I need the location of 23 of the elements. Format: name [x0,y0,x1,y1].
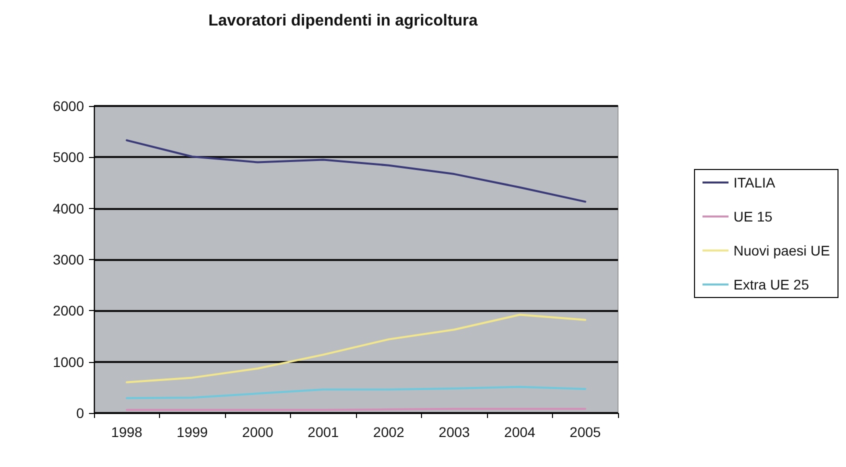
x-tick-label: 2004 [504,424,536,440]
y-tick-label: 3000 [52,252,84,268]
x-tick-label: 2003 [438,424,470,440]
y-tick-label: 0 [76,405,84,421]
chart-title: Lavoratori dipendenti in agricoltura [208,12,478,30]
x-tick-label: 2005 [570,424,602,440]
legend-label: Extra UE 25 [734,276,810,292]
line-series [126,386,586,400]
x-tick-label: 1998 [111,424,143,440]
y-tick-label: 1000 [52,354,84,370]
x-tick-label: 2000 [242,424,274,440]
legend-label: UE 15 [734,208,773,224]
y-tick-label: 5000 [52,149,84,166]
x-tick-label: 1999 [176,424,208,440]
y-tick-label: 4000 [52,200,84,216]
y-tick-label: 6000 [52,98,84,114]
line-series [126,139,586,203]
legend-label: Nuovi paesi UE [734,242,830,258]
legend-label: ITALIA [734,174,776,190]
line-series [126,314,586,384]
x-tick-label: 2002 [373,424,405,440]
x-tick-label: 2001 [308,424,340,440]
y-tick-label: 2000 [52,302,84,319]
